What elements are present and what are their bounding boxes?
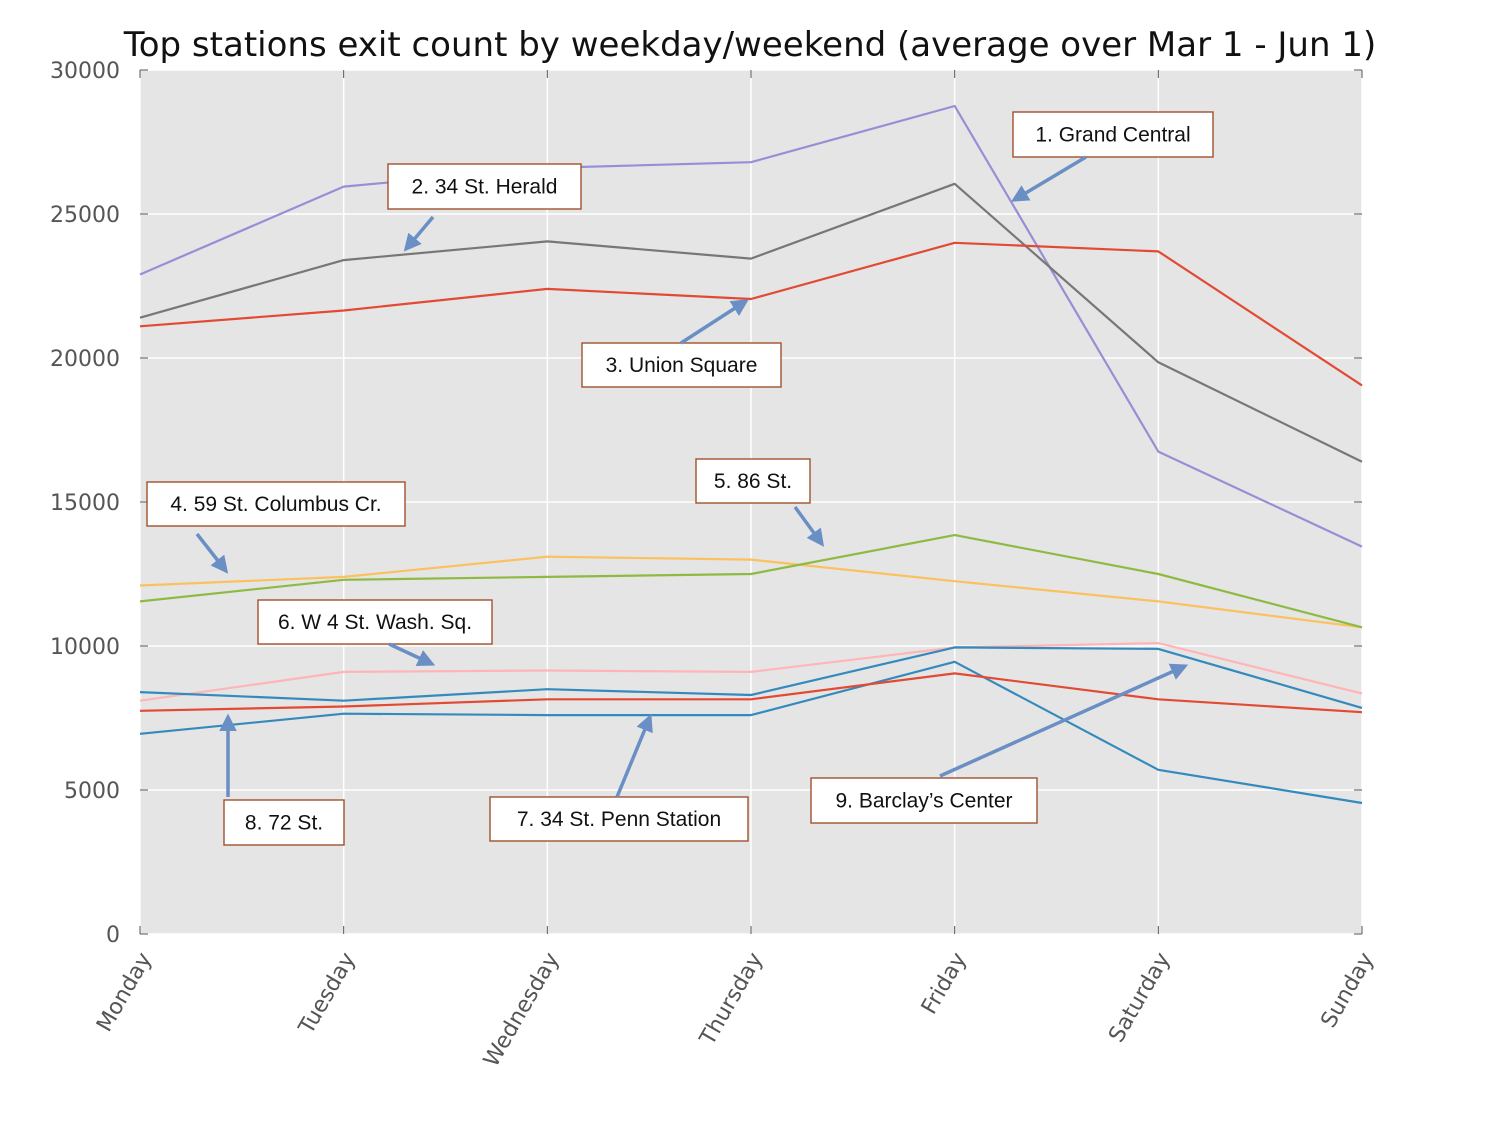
annotation-arrow: [615, 713, 653, 798]
series-line-7: [139, 660, 1363, 805]
y-tick-label: 25000: [50, 203, 120, 228]
series-lines: [139, 104, 1363, 805]
annotation-arrow: [403, 215, 435, 252]
x-tick-label: Sunday: [1316, 949, 1379, 1033]
annotation-box: [223, 799, 345, 846]
series-line-8: [139, 672, 1363, 714]
annotation-arrow: [388, 642, 436, 667]
annotation-box: [387, 163, 582, 210]
annotation-arrow: [680, 299, 749, 345]
annotation-label: 4. 59 St. Columbus Cr.: [170, 493, 381, 516]
y-tick-label: 30000: [50, 59, 120, 84]
series-line-6: [139, 641, 1363, 702]
chart-title: Top stations exit count by weekday/weeke…: [123, 25, 1376, 65]
annotation-box: [257, 599, 493, 645]
annotation-label: 2. 34 St. Herald: [412, 176, 558, 199]
series-line-9: [139, 646, 1363, 709]
series-line-4: [139, 555, 1363, 629]
x-tick-label: Tuesday: [294, 949, 361, 1040]
annotation-arrow: [793, 505, 825, 547]
annotation-arrow: [195, 532, 229, 574]
y-tick-label: 15000: [50, 491, 120, 516]
y-tick-label: 20000: [50, 347, 120, 372]
x-tick-label: Thursday: [695, 949, 768, 1051]
annotation-label: 5. 86 St.: [714, 470, 792, 493]
annotation-label: 1. Grand Central: [1035, 124, 1190, 147]
x-tick-label: Wednesday: [479, 949, 564, 1072]
y-tick-label: 10000: [50, 635, 120, 660]
x-tick-label: Monday: [92, 949, 157, 1037]
annotation-label: 3. Union Square: [606, 354, 758, 377]
annotation-box: [489, 796, 749, 842]
annotation-label: 6. W 4 St. Wash. Sq.: [278, 611, 472, 634]
series-line-3: [139, 241, 1363, 387]
series-line-1: [139, 104, 1363, 548]
annotations: 1. Grand Central 2. 34 St. Herald 3. Union…: [146, 111, 1214, 846]
annotation-label: 8. 72 St.: [245, 812, 323, 835]
series-line-2: [139, 182, 1363, 463]
y-tick-label: 0: [106, 923, 120, 948]
annotation-arrow: [939, 663, 1189, 778]
x-tick-label: Friday: [917, 949, 972, 1019]
annotation-box: [581, 342, 782, 388]
annotation-box: [146, 481, 406, 527]
y-tick-label: 5000: [64, 779, 120, 804]
annotation-box: [1012, 111, 1214, 158]
annotation-label: 9. Barclay’s Center: [835, 790, 1012, 813]
series-line-5: [139, 533, 1363, 629]
x-tick-label: Saturday: [1104, 949, 1175, 1047]
annotation-arrow: [1010, 155, 1087, 202]
annotation-box: [695, 458, 811, 504]
annotation-box: [810, 777, 1038, 824]
annotation-label: 7. 34 St. Penn Station: [517, 808, 721, 831]
